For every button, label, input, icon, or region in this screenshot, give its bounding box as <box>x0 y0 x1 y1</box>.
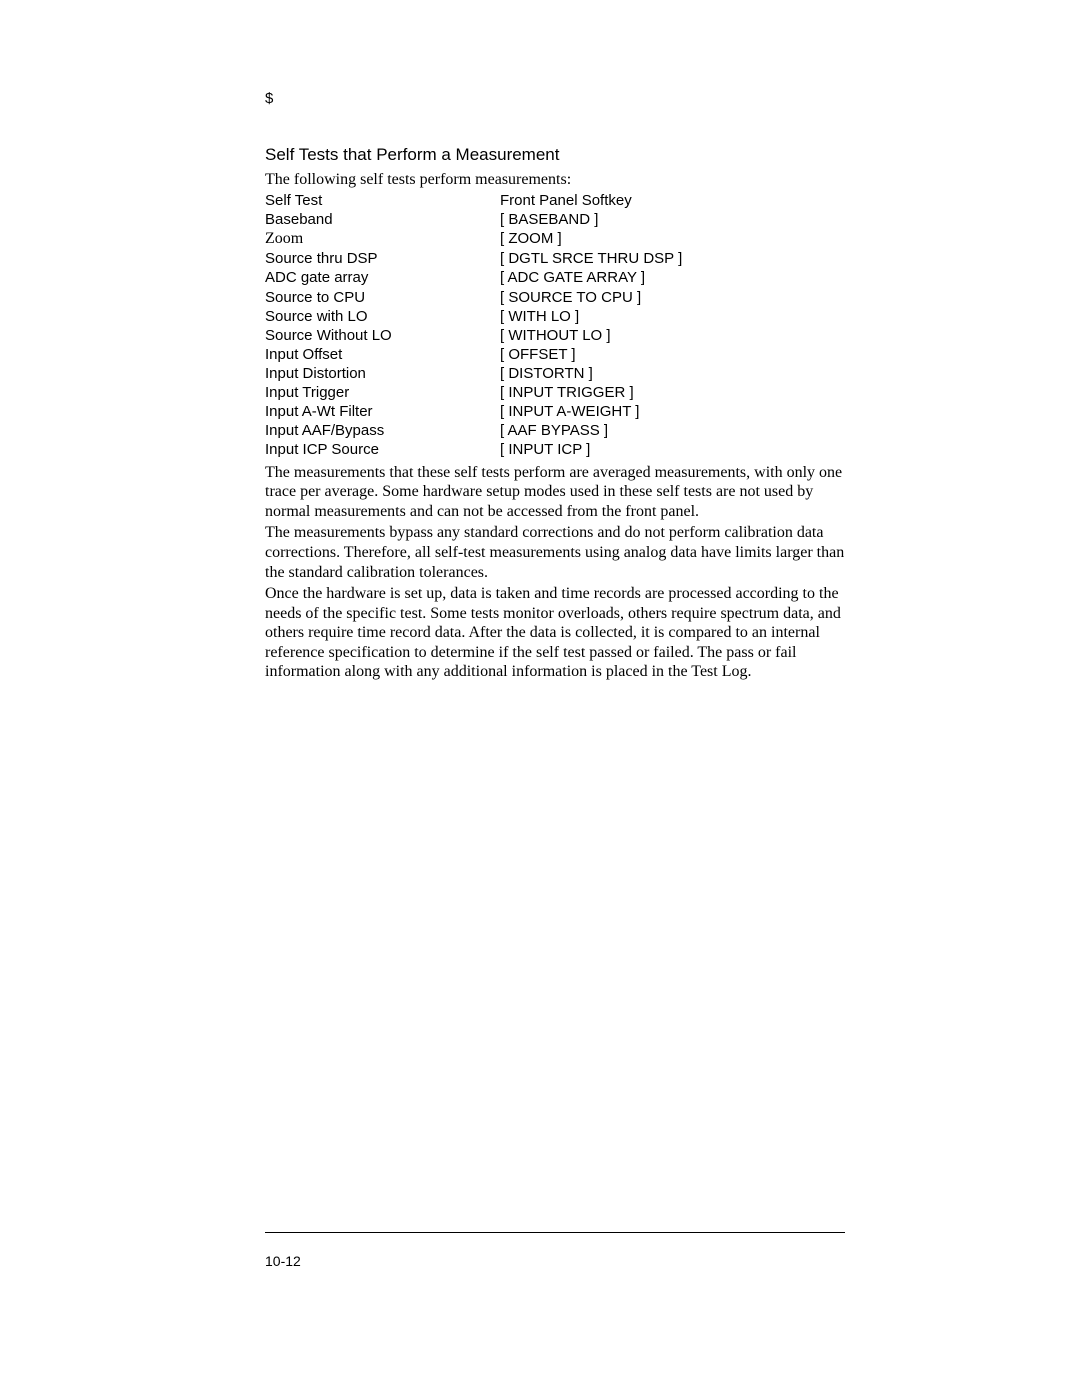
table-row: Input Trigger[ INPUT TRIGGER ] <box>265 383 845 402</box>
table-row: Input Distortion[ DISTORTN ] <box>265 364 845 383</box>
table-cell-softkey: [ AAF BYPASS ] <box>500 421 608 440</box>
table-row: Source with LO[ WITH LO ] <box>265 307 845 326</box>
table-cell-selftest: Source Without LO <box>265 326 500 345</box>
table-cell-softkey: [ SOURCE TO CPU ] <box>500 288 641 307</box>
table-row: Zoom[ ZOOM ] <box>265 229 845 249</box>
table-row: Input A-Wt Filter[ INPUT A-WEIGHT ] <box>265 402 845 421</box>
table-cell-softkey: [ INPUT TRIGGER ] <box>500 383 634 402</box>
table-cell-softkey: [ WITHOUT LO ] <box>500 326 611 345</box>
table-row: Baseband[ BASEBAND ] <box>265 210 845 229</box>
table-header-row: Self Test Front Panel Softkey <box>265 191 845 210</box>
table-cell-softkey: [ WITH LO ] <box>500 307 579 326</box>
table-row: ADC gate array[ ADC GATE ARRAY ] <box>265 268 845 287</box>
page-content: $ Self Tests that Perform a Measurement … <box>265 90 845 684</box>
table-row: Input Offset[ OFFSET ] <box>265 345 845 364</box>
body-paragraph: Once the hardware is set up, data is tak… <box>265 584 845 682</box>
footer-divider <box>265 1232 845 1233</box>
body-paragraph: The measurements bypass any standard cor… <box>265 523 845 582</box>
table-row: Source Without LO[ WITHOUT LO ] <box>265 326 845 345</box>
table-cell-softkey: [ ADC GATE ARRAY ] <box>500 268 645 287</box>
table-cell-selftest: Zoom <box>265 229 500 249</box>
table-cell-softkey: [ OFFSET ] <box>500 345 576 364</box>
page-number: 10-12 <box>265 1253 845 1269</box>
table-cell-selftest: ADC gate array <box>265 268 500 287</box>
table-cell-selftest: Baseband <box>265 210 500 229</box>
table-cell-selftest: Input Distortion <box>265 364 500 383</box>
body-paragraph: The measurements that these self tests p… <box>265 463 845 522</box>
table-row: Input ICP Source[ INPUT ICP ] <box>265 440 845 459</box>
self-test-table: Self Test Front Panel Softkey Baseband[ … <box>265 191 845 459</box>
table-row: Input AAF/Bypass[ AAF BYPASS ] <box>265 421 845 440</box>
table-cell-selftest: Input Trigger <box>265 383 500 402</box>
table-cell-selftest: Source to CPU <box>265 288 500 307</box>
table-header-col1: Self Test <box>265 191 500 210</box>
table-cell-softkey: [ INPUT A-WEIGHT ] <box>500 402 639 421</box>
table-cell-selftest: Input Offset <box>265 345 500 364</box>
page-footer: 10-12 <box>265 1232 845 1269</box>
table-row: Source to CPU[ SOURCE TO CPU ] <box>265 288 845 307</box>
section-heading: Self Tests that Perform a Measurement <box>265 145 845 165</box>
table-cell-softkey: [ ZOOM ] <box>500 229 562 249</box>
table-cell-selftest: Input AAF/Bypass <box>265 421 500 440</box>
table-cell-selftest: Input A-Wt Filter <box>265 402 500 421</box>
table-cell-selftest: Source with LO <box>265 307 500 326</box>
table-cell-selftest: Source thru DSP <box>265 249 500 268</box>
table-cell-softkey: [ DISTORTN ] <box>500 364 593 383</box>
table-header-col2: Front Panel Softkey <box>500 191 632 210</box>
table-cell-selftest: Input ICP Source <box>265 440 500 459</box>
intro-text: The following self tests perform measure… <box>265 171 845 189</box>
table-cell-softkey: [ INPUT ICP ] <box>500 440 590 459</box>
table-row: Source thru DSP[ DGTL SRCE THRU DSP ] <box>265 249 845 268</box>
table-cell-softkey: [ BASEBAND ] <box>500 210 598 229</box>
section-marker: $ <box>265 90 845 107</box>
table-cell-softkey: [ DGTL SRCE THRU DSP ] <box>500 249 682 268</box>
